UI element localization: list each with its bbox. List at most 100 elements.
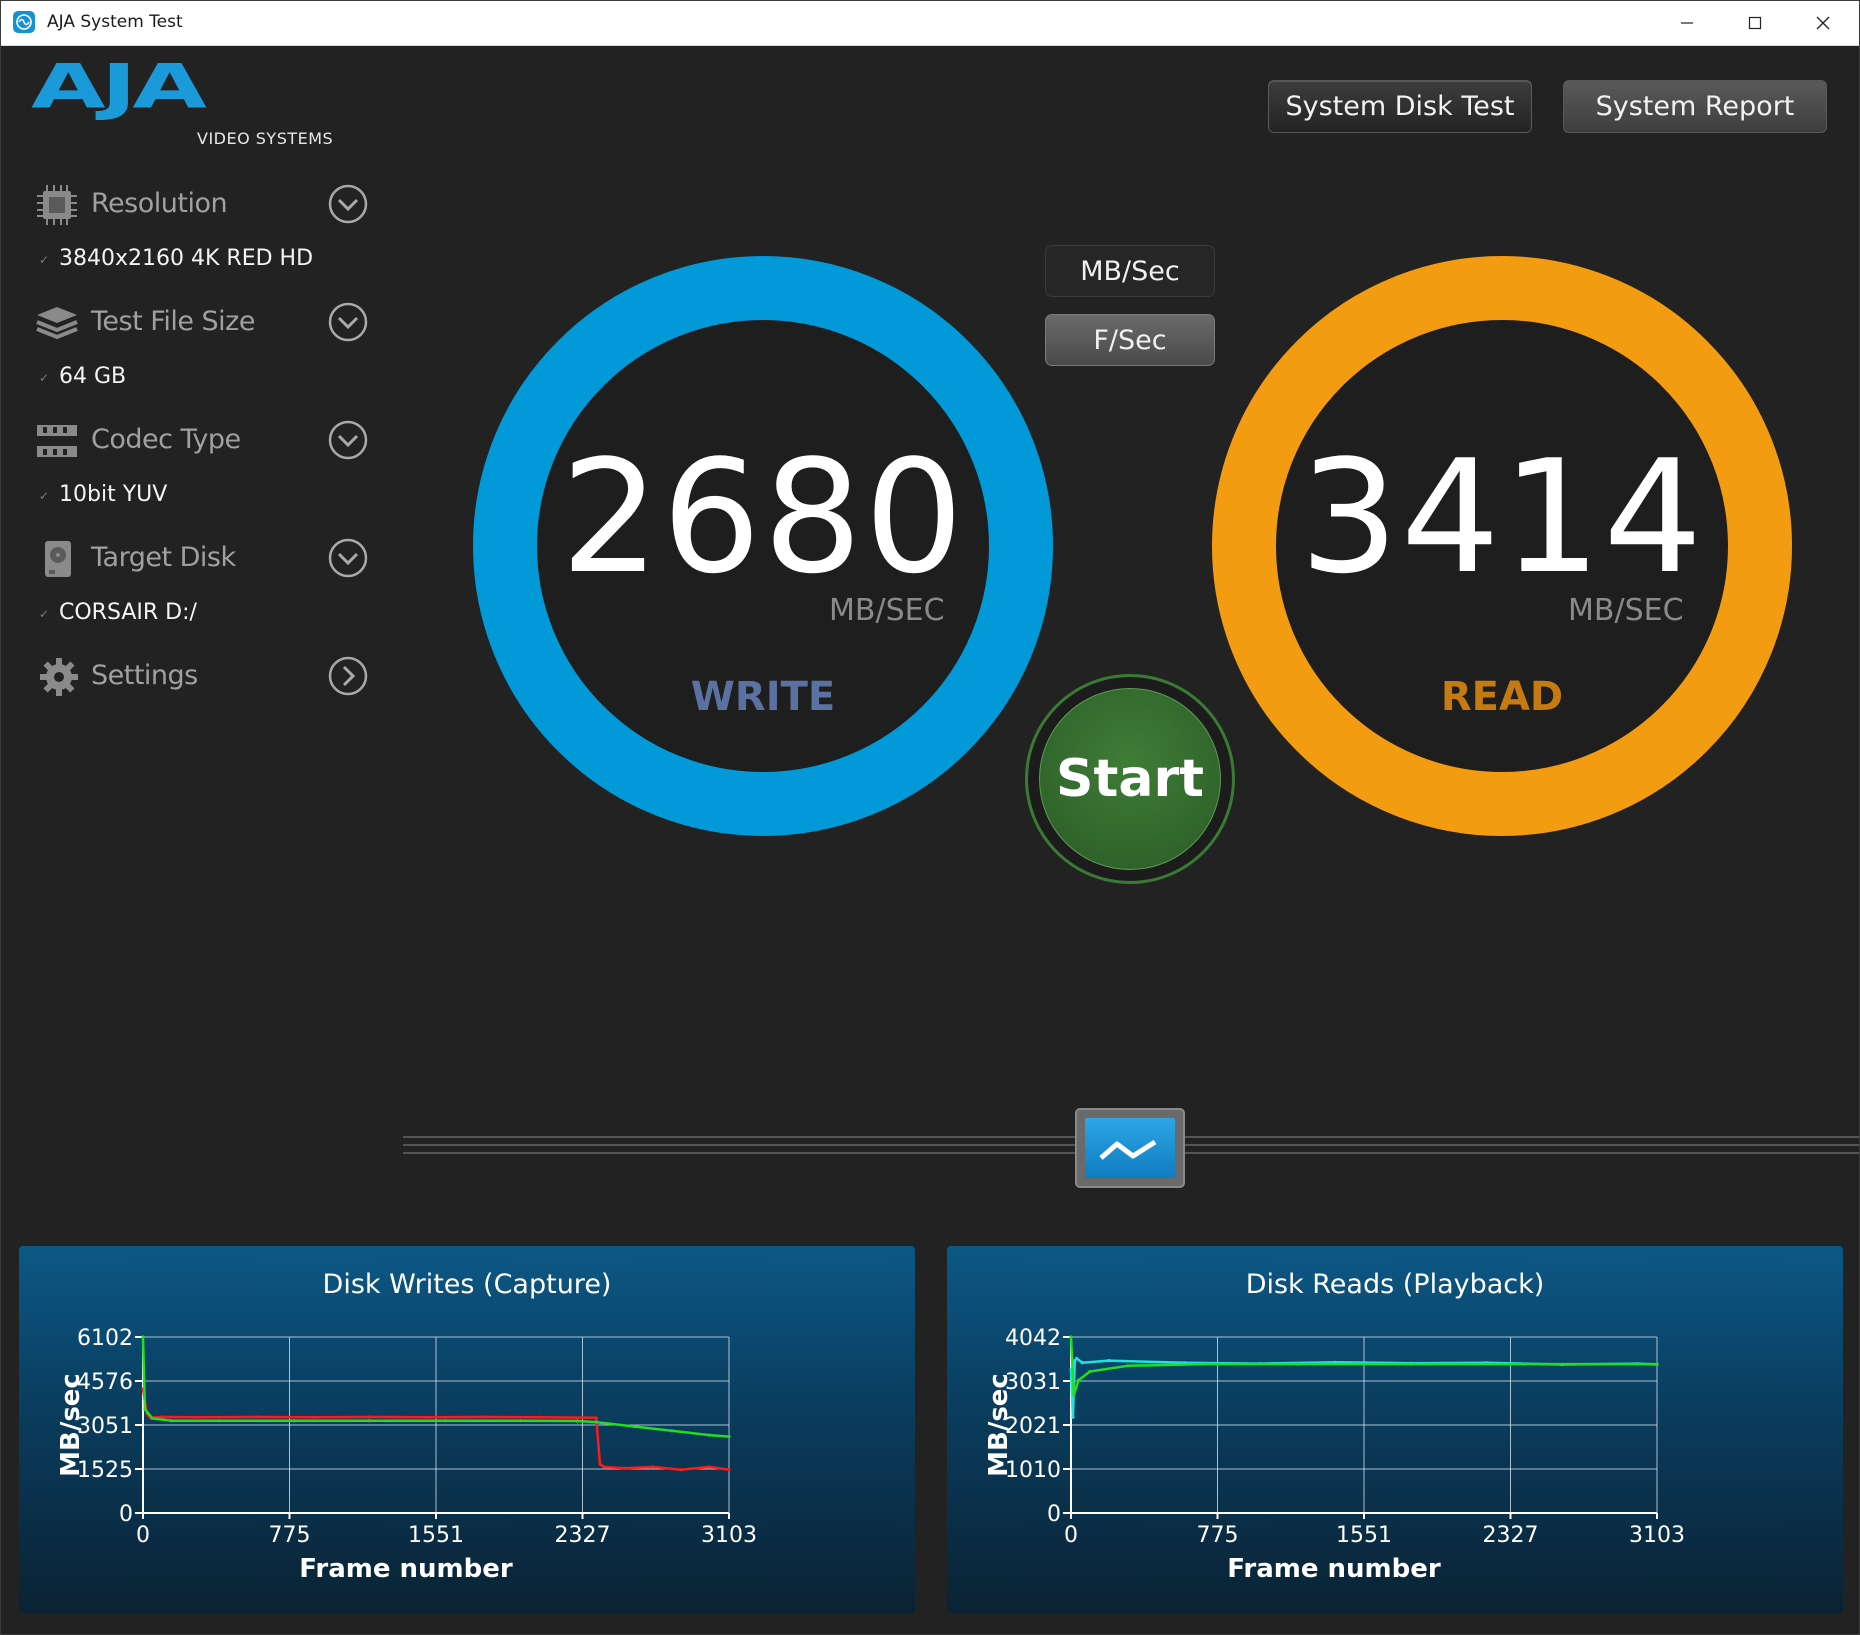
data-point bbox=[160, 1415, 164, 1419]
data-point bbox=[632, 1424, 636, 1429]
data-point bbox=[1522, 1362, 1526, 1366]
sidebar-item-codec-type[interactable]: Codec Type bbox=[31, 415, 376, 465]
y-tick-label: 1525 bbox=[77, 1458, 133, 1483]
data-point bbox=[537, 1415, 542, 1419]
y-tick-label: 3031 bbox=[1005, 1370, 1061, 1395]
sidebar-item-test-file-size[interactable]: Test File Size bbox=[31, 297, 376, 347]
data-point bbox=[519, 1419, 523, 1423]
disk-writes-panel: Disk Writes (Capture) 0 775 1551 2327 3103 0 1… bbox=[19, 1246, 915, 1614]
data-point bbox=[679, 1468, 683, 1472]
data-point bbox=[254, 1415, 258, 1419]
disk-reads-panel: Disk Reads (Playback) 0 775 1551 2327 3103 0 1… bbox=[947, 1246, 1843, 1614]
data-point bbox=[1075, 1356, 1079, 1361]
data-point bbox=[1126, 1364, 1130, 1368]
sidebar-item-label: Target Disk bbox=[91, 542, 236, 573]
chevron-down-icon[interactable] bbox=[328, 538, 368, 578]
data-point bbox=[481, 1415, 485, 1419]
chevron-down-icon[interactable] bbox=[328, 302, 368, 342]
film-icon bbox=[37, 425, 77, 457]
sidebar-item-label: Resolution bbox=[91, 188, 228, 219]
data-point bbox=[311, 1415, 315, 1419]
x-tick-label: 1551 bbox=[1336, 1523, 1392, 1548]
layers-icon bbox=[36, 307, 78, 340]
data-point bbox=[141, 1335, 145, 1339]
x-tick-label: 3103 bbox=[1629, 1523, 1685, 1548]
data-point bbox=[727, 1434, 731, 1439]
maximize-icon bbox=[1748, 16, 1762, 30]
chevron-down-icon[interactable] bbox=[328, 420, 368, 460]
read-gauge: 3414 MB/SEC READ bbox=[1212, 256, 1792, 836]
chevron-down-icon[interactable] bbox=[328, 184, 368, 224]
x-tick-label: 775 bbox=[1197, 1523, 1239, 1548]
read-gauge-ring-circle bbox=[1212, 256, 1792, 836]
test-file-size-value: 64 GB bbox=[59, 364, 127, 389]
maximize-button[interactable] bbox=[1721, 1, 1789, 45]
system-report-button[interactable]: System Report bbox=[1563, 80, 1827, 133]
frames-per-sec-toggle[interactable]: F/Sec bbox=[1045, 314, 1215, 366]
graph-view-button[interactable] bbox=[1075, 1108, 1185, 1188]
write-gauge: 2680 MB/SEC WRITE bbox=[473, 256, 1053, 836]
minimize-button[interactable] bbox=[1653, 1, 1721, 45]
sidebar-item-label: Codec Type bbox=[91, 424, 241, 455]
minimize-icon bbox=[1681, 22, 1693, 24]
data-point bbox=[575, 1419, 579, 1423]
sidebar-item-target-disk[interactable]: Target Disk bbox=[31, 533, 376, 583]
data-point bbox=[1071, 1415, 1075, 1419]
data-point bbox=[169, 1419, 173, 1423]
data-point bbox=[1635, 1362, 1640, 1366]
data-point bbox=[622, 1466, 627, 1470]
data-point bbox=[198, 1415, 202, 1419]
title-bar: AJA System Test bbox=[1, 1, 1859, 46]
x-tick-label: 3103 bbox=[701, 1523, 757, 1548]
start-button[interactable]: Start bbox=[1039, 688, 1221, 870]
data-point bbox=[602, 1465, 606, 1469]
resolution-value: 3840x2160 4K RED HD bbox=[59, 246, 314, 271]
close-icon bbox=[1816, 16, 1830, 30]
y-tick-label: 2021 bbox=[1005, 1414, 1061, 1439]
codec-type-value: 10bit YUV bbox=[59, 482, 168, 507]
chevron-right-icon[interactable] bbox=[328, 656, 368, 696]
x-tick-label: 1551 bbox=[408, 1523, 464, 1548]
window-title: AJA System Test bbox=[47, 12, 183, 32]
data-point bbox=[368, 1419, 372, 1423]
data-point bbox=[1076, 1378, 1081, 1382]
data-point bbox=[1088, 1369, 1092, 1374]
app-icon bbox=[13, 11, 35, 33]
y-tick-label: 6102 bbox=[77, 1326, 133, 1351]
close-button[interactable] bbox=[1789, 1, 1857, 45]
chip-icon bbox=[37, 185, 77, 225]
data-point bbox=[424, 1415, 428, 1419]
x-axis-label: Frame number bbox=[299, 1554, 513, 1584]
y-tick-label: 0 bbox=[119, 1502, 133, 1527]
mb-per-sec-toggle[interactable]: MB/Sec bbox=[1045, 245, 1215, 297]
data-point bbox=[143, 1407, 147, 1411]
x-axis-label: Frame number bbox=[1227, 1554, 1441, 1584]
y-tick-label: 4576 bbox=[77, 1370, 133, 1395]
data-point bbox=[707, 1465, 712, 1469]
sidebar-item-label: Test File Size bbox=[91, 306, 255, 337]
data-point bbox=[292, 1419, 296, 1423]
data-point bbox=[651, 1465, 655, 1469]
logo-subtitle: VIDEO SYSTEMS bbox=[197, 129, 334, 148]
y-axis-label: MB/sec bbox=[984, 1373, 1014, 1477]
system-disk-test-button[interactable]: System Disk Test bbox=[1268, 80, 1532, 133]
indent-tick: ✓ bbox=[39, 489, 50, 503]
data-point bbox=[150, 1416, 155, 1420]
disk-writes-chart: 0 775 1551 2327 3103 0 1525 3051 4576 6102 Frame n… bbox=[56, 1326, 757, 1584]
data-point bbox=[1107, 1359, 1111, 1363]
data-point bbox=[594, 1416, 598, 1420]
y-tick-label: 4042 bbox=[1005, 1326, 1061, 1351]
data-point bbox=[670, 1429, 674, 1433]
sidebar-item-settings[interactable]: Settings bbox=[31, 651, 376, 701]
x-tick-label: 0 bbox=[136, 1523, 150, 1548]
svg-text:AJA: AJA bbox=[31, 63, 207, 123]
write-unit: MB/SEC bbox=[829, 593, 945, 628]
data-point bbox=[707, 1433, 712, 1437]
sidebar-item-resolution[interactable]: Resolution bbox=[31, 179, 376, 229]
data-point bbox=[443, 1419, 447, 1423]
gear-icon bbox=[40, 658, 78, 696]
read-gauge-ring bbox=[1212, 256, 1792, 836]
line-graph-icon bbox=[1099, 1139, 1157, 1160]
data-point bbox=[598, 1462, 602, 1466]
